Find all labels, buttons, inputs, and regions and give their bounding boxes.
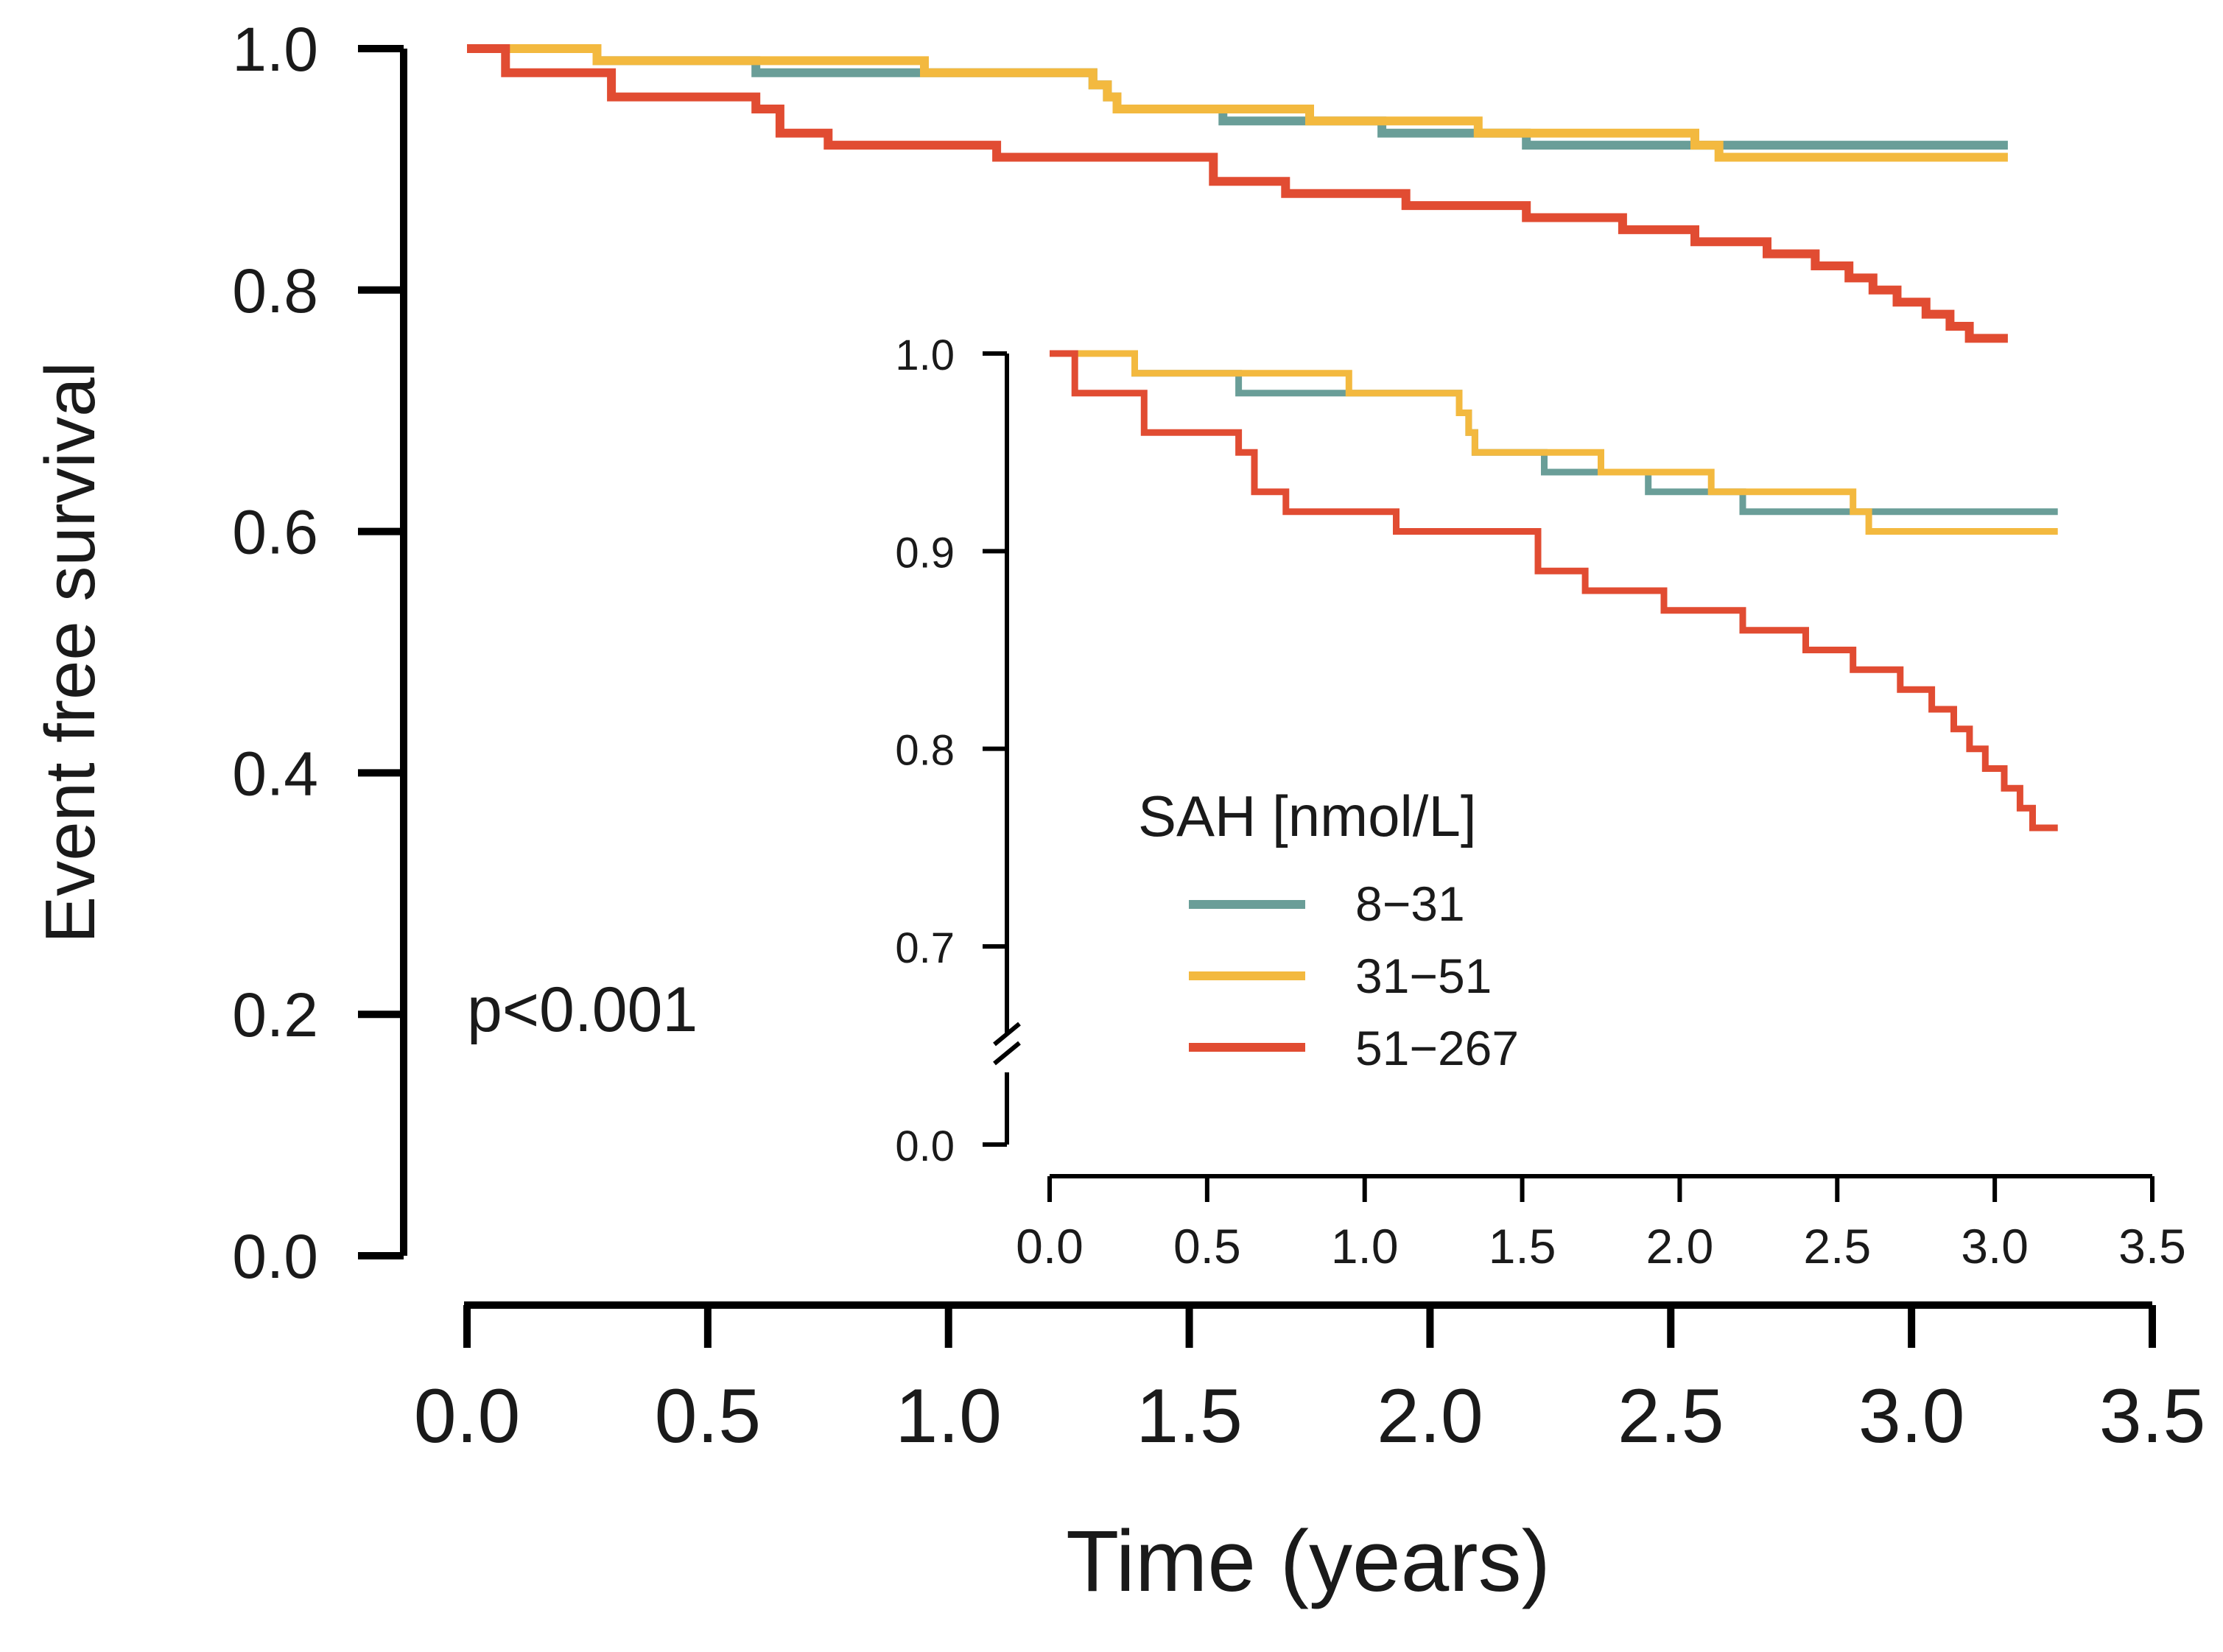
inset-x-tick-label-3_5: 3.5	[2118, 1219, 2186, 1273]
legend-label-8-31: 8−31	[1355, 876, 1465, 931]
inset-plot: 0.0 0.7 0.8 0.9 1.0 0.0 0.5 1.0 1.5 2.0 2.5 3.0 3.5…	[895, 331, 2186, 1273]
inset-y-tick-label-0_8: 0.8	[895, 727, 955, 775]
main-x-tick-label-1_5: 1.5	[1136, 1374, 1243, 1459]
main-series-line-51-267	[467, 44, 2008, 343]
inset-x-tick-label-3_0: 3.0	[1961, 1219, 2029, 1273]
main-plot: 0.0 0.2 0.4 0.6 0.8 1.0 0.0 0.5 1.0 1.5 2.0 2.5 3.0…	[31, 15, 2205, 1610]
legend-entry-8-31: 8−31	[1189, 876, 1465, 931]
main-x-axis-label: Time (years)	[1066, 1513, 1551, 1610]
inset-x-tick-label-2_5: 2.5	[1803, 1219, 1871, 1273]
main-y-tick-label-0_0: 0.0	[232, 1222, 318, 1291]
main-x-tick-label-3_0: 3.0	[1858, 1374, 1965, 1459]
main-y-tick-label-0_8: 0.8	[232, 256, 318, 326]
main-y-axis-label: Event free survival	[31, 362, 110, 943]
main-y-tick-label-0_4: 0.4	[232, 739, 318, 808]
main-y-tick-label-0_2: 0.2	[232, 980, 318, 1050]
inset-x-tick-label-2_0: 2.0	[1646, 1219, 1714, 1273]
main-x-tick-label-1_0: 1.0	[895, 1374, 1002, 1459]
inset-y-tick-label-0_9: 0.9	[895, 529, 955, 577]
inset-y-tick-label-0_7: 0.7	[895, 924, 955, 972]
main-x-tick-label-0_5: 0.5	[655, 1374, 762, 1459]
main-x-tick-label-3_5: 3.5	[2099, 1374, 2206, 1459]
inset-series-line-31-51	[1050, 350, 2058, 535]
legend-label-31-51: 31−51	[1355, 949, 1492, 1003]
main-y-tick-label-1_0: 1.0	[232, 15, 318, 84]
p-value-annotation: p<0.001	[467, 974, 698, 1045]
legend-title: SAH [nmol/L]	[1138, 784, 1477, 848]
axis-break-mark-upper	[993, 1022, 1021, 1047]
legend-label-51-267: 51−267	[1355, 1021, 1519, 1075]
main-y-tick-label-0_6: 0.6	[232, 498, 318, 567]
inset-x-tick-label-1_0: 1.0	[1331, 1219, 1399, 1273]
main-x-tick-label-2_0: 2.0	[1377, 1374, 1483, 1459]
legend-entry-31-51: 31−51	[1189, 949, 1492, 1003]
inset-x-tick-label-1_5: 1.5	[1489, 1219, 1556, 1273]
main-x-tick-label-2_5: 2.5	[1618, 1374, 1724, 1459]
main-series-line-31-51	[467, 44, 2008, 162]
axis-break-mark-lower	[993, 1041, 1021, 1066]
inset-y-tick-label-0_0: 0.0	[895, 1122, 955, 1170]
inset-series-line-51-267	[1050, 350, 2058, 832]
inset-x-tick-label-0_0: 0.0	[1016, 1219, 1084, 1273]
inset-y-tick-label-1_0: 1.0	[895, 331, 955, 379]
inset-x-tick-label-0_5: 0.5	[1173, 1219, 1241, 1273]
legend-entry-51-267: 51−267	[1189, 1021, 1519, 1075]
main-x-tick-label-0_0: 0.0	[414, 1374, 521, 1459]
legend: SAH [nmol/L] 8−31 31−51 51−267	[1138, 784, 1519, 1075]
